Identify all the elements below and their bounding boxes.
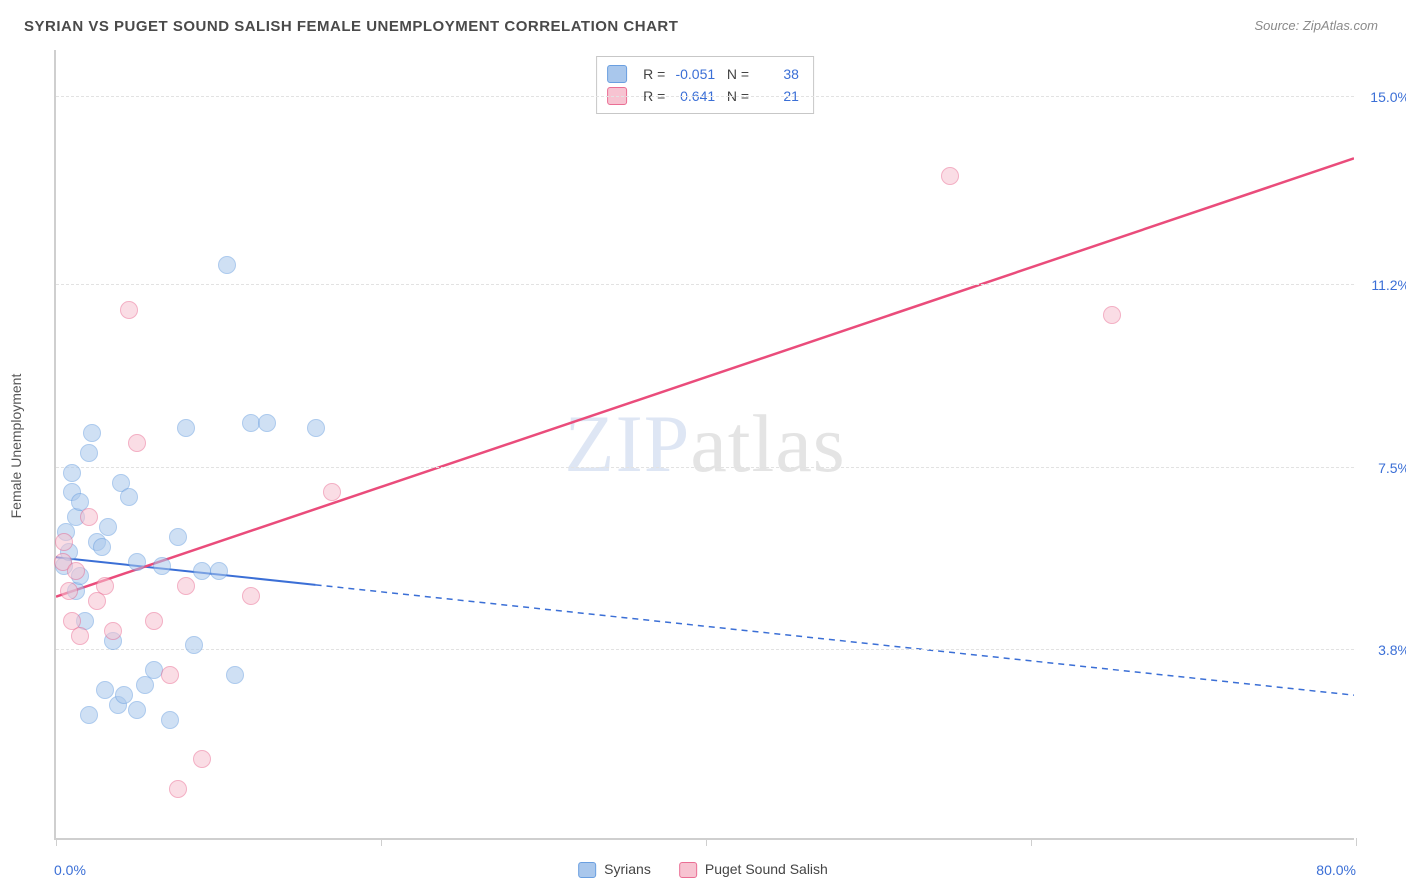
chart-plot-area: ZIPatlas R = -0.051 N = 38R = 0.641 N = … <box>54 50 1354 840</box>
scatter-point <box>161 666 179 684</box>
scatter-point <box>128 434 146 452</box>
scatter-point <box>169 528 187 546</box>
scatter-point <box>210 562 228 580</box>
scatter-point <box>80 444 98 462</box>
scatter-point <box>83 424 101 442</box>
scatter-point <box>63 464 81 482</box>
scatter-point <box>55 533 73 551</box>
legend-item: Puget Sound Salish <box>679 861 828 878</box>
scatter-point <box>169 780 187 798</box>
scatter-point <box>99 518 117 536</box>
legend-swatch <box>607 65 627 83</box>
y-tick-label: 3.8% <box>1378 642 1406 658</box>
x-axis-min-label: 0.0% <box>54 862 86 878</box>
gridline-h <box>56 467 1354 468</box>
legend-swatch <box>578 862 596 878</box>
legend-swatch <box>679 862 697 878</box>
stats-text: R = -0.051 N = 38 <box>643 63 799 85</box>
scatter-point <box>128 553 146 571</box>
watermark-bold: ZIP <box>564 398 690 489</box>
scatter-point <box>177 577 195 595</box>
gridline-h <box>56 96 1354 97</box>
legend-item: Syrians <box>578 861 651 878</box>
scatter-point <box>153 557 171 575</box>
scatter-point <box>193 750 211 768</box>
scatter-point <box>96 681 114 699</box>
scatter-point <box>115 686 133 704</box>
scatter-point <box>104 622 122 640</box>
scatter-point <box>307 419 325 437</box>
scatter-point <box>120 301 138 319</box>
scatter-point <box>128 701 146 719</box>
chart-title: SYRIAN VS PUGET SOUND SALISH FEMALE UNEM… <box>24 18 678 35</box>
correlation-stats-legend: R = -0.051 N = 38R = 0.641 N = 21 <box>596 56 814 114</box>
scatter-point <box>80 508 98 526</box>
x-tick <box>706 838 707 846</box>
trendline <box>56 158 1354 596</box>
scatter-point <box>60 582 78 600</box>
x-tick <box>1031 838 1032 846</box>
scatter-point <box>145 612 163 630</box>
scatter-point <box>258 414 276 432</box>
scatter-point <box>120 488 138 506</box>
scatter-point <box>323 483 341 501</box>
legend-label: Syrians <box>604 861 651 877</box>
scatter-point <box>941 167 959 185</box>
scatter-point <box>185 636 203 654</box>
y-tick-label: 7.5% <box>1378 460 1406 476</box>
scatter-point <box>218 256 236 274</box>
stats-row: R = -0.051 N = 38 <box>607 63 799 85</box>
scatter-point <box>80 706 98 724</box>
x-tick <box>56 838 57 846</box>
series-legend: Syrians Puget Sound Salish <box>578 861 828 878</box>
trendline-dashed <box>316 585 1354 695</box>
source-attribution: Source: ZipAtlas.com <box>1254 18 1378 33</box>
y-tick-label: 11.2% <box>1371 277 1406 293</box>
x-tick <box>381 838 382 846</box>
scatter-point <box>242 587 260 605</box>
trendlines-layer <box>56 50 1354 838</box>
gridline-h <box>56 649 1354 650</box>
scatter-point <box>93 538 111 556</box>
x-axis-max-label: 80.0% <box>1316 862 1356 878</box>
watermark-logo: ZIPatlas <box>564 397 845 491</box>
scatter-point <box>67 562 85 580</box>
scatter-point <box>161 711 179 729</box>
scatter-point <box>71 627 89 645</box>
scatter-point <box>177 419 195 437</box>
scatter-point <box>1103 306 1121 324</box>
scatter-point <box>145 661 163 679</box>
scatter-point <box>226 666 244 684</box>
gridline-h <box>56 284 1354 285</box>
watermark-thin: atlas <box>690 398 845 489</box>
y-tick-label: 15.0% <box>1370 89 1406 105</box>
scatter-point <box>96 577 114 595</box>
legend-label: Puget Sound Salish <box>705 861 828 877</box>
x-tick <box>1356 838 1357 846</box>
y-axis-label: Female Unemployment <box>8 374 24 519</box>
